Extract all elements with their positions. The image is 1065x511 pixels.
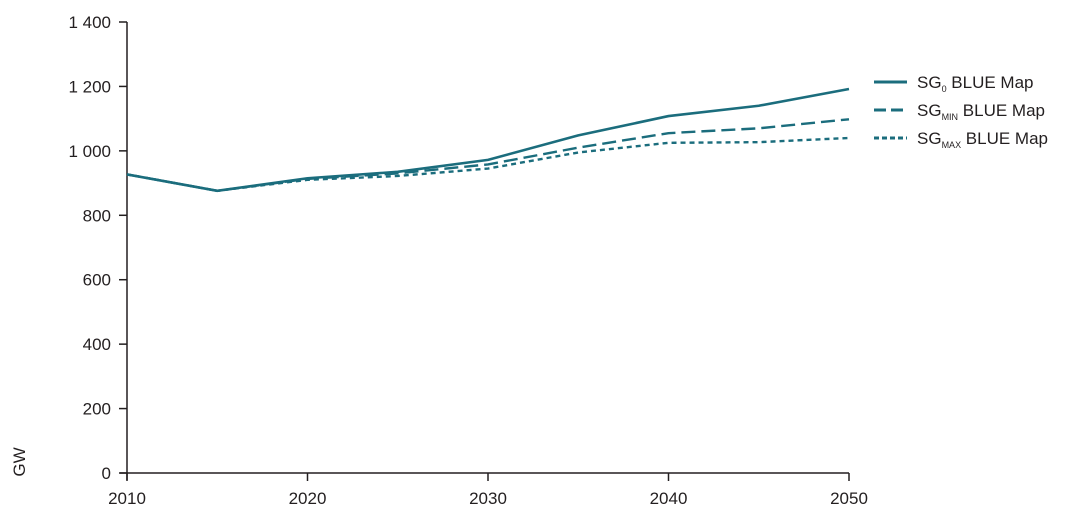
y-axis-title: GW	[10, 447, 29, 476]
y-tick-label: 800	[83, 206, 111, 225]
y-tick-label: 1 200	[68, 77, 111, 96]
y-tick-label: 600	[83, 271, 111, 290]
series-line-max	[126, 136, 850, 193]
x-tick-label: 2020	[289, 489, 327, 508]
x-tick-label: 2030	[469, 489, 507, 508]
y-tick-label: 400	[83, 335, 111, 354]
y-tick-label: 1 400	[68, 13, 111, 32]
x-tick-label: 2050	[830, 489, 868, 508]
legend-label: SGMAX BLUE Map	[917, 129, 1048, 150]
series-lines	[126, 87, 850, 193]
legend-label: SGMIN BLUE Map	[917, 101, 1045, 122]
series-line-min	[126, 118, 850, 193]
y-tick-label: 200	[83, 400, 111, 419]
series-line-0	[126, 87, 850, 193]
axes: 0 200 400 600 800 1 000 1 200 1 400 2010 2020 2030…	[10, 13, 868, 508]
x-tick-label: 2040	[650, 489, 688, 508]
y-tick-label: 1 000	[68, 142, 111, 161]
x-tick-label: 2010	[108, 489, 146, 508]
legend: SG0 BLUE Map SGMIN BLUE Map SGMAX BLUE Map	[874, 73, 1048, 150]
y-tick-label: 0	[102, 464, 111, 483]
legend-label: SG0 BLUE Map	[917, 73, 1034, 94]
